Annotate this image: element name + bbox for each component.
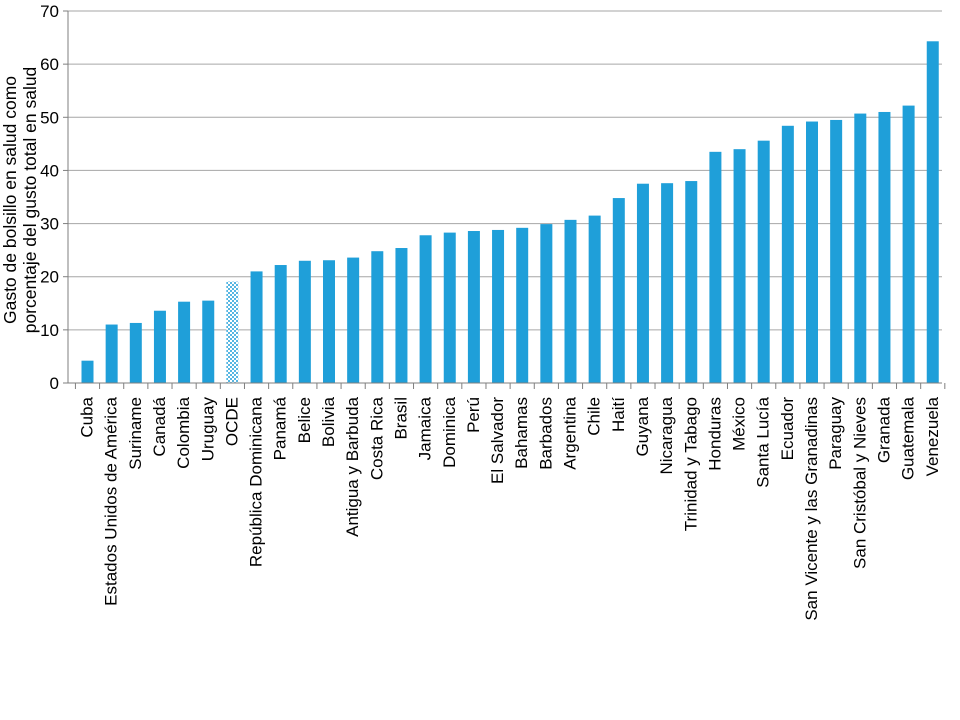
bar-santa-luc-a: [757, 140, 770, 383]
bar-barbados: [540, 224, 553, 383]
bar-venezuela: [926, 41, 939, 383]
x-tick-label: Santa Lucía: [754, 396, 773, 487]
y-tick-label: 0: [50, 374, 59, 393]
x-tick-label: Nicaragua: [657, 396, 676, 474]
x-tick-label: Estados Unidos de América: [102, 396, 121, 605]
x-tick-label: Paraguay: [826, 397, 845, 470]
bar-bahamas: [516, 227, 529, 383]
x-tick-label: OCDE: [222, 397, 241, 446]
bar-belice: [298, 260, 311, 383]
y-tick-labels: 0 10 20 30 40 50 60 70: [40, 2, 59, 393]
x-tick-label: Bolivia: [319, 396, 338, 447]
x-tick-label: Argentina: [561, 396, 580, 469]
x-tick-label: Brasil: [391, 397, 410, 440]
bar-brasil: [395, 248, 408, 383]
x-tick-label: San Cristóbal y Nieves: [850, 397, 869, 569]
bar-paraguay: [830, 119, 843, 383]
y-tick-label: 40: [40, 161, 59, 180]
x-tick-label: Uruguay: [198, 397, 217, 462]
bar-san-crist-bal-y-nieves: [854, 113, 867, 384]
bar-trinidad-y-tabago: [685, 181, 698, 383]
bar-antigua-y-barbuda: [347, 257, 360, 383]
bar-rep-blica-dominicana: [250, 271, 263, 383]
y-tick-label: 20: [40, 268, 59, 287]
bar-m-xico: [733, 149, 746, 383]
bar-colombia: [178, 301, 191, 383]
y-axis-title-line: porcentaje del gusto total en salud: [20, 67, 40, 334]
bar-suriname: [129, 322, 142, 383]
bar-argentina: [564, 219, 577, 383]
bar-canad-: [153, 310, 166, 383]
y-tick-label: 50: [40, 108, 59, 127]
bar-estados-unidos-de-am-rica: [105, 324, 118, 383]
bar-honduras: [709, 151, 722, 383]
bar-nicaragua: [661, 183, 674, 383]
bar-san-vicente-y-las-granadinas: [806, 121, 818, 383]
y-axis-title: Gasto de bolsillo en salud como porcentaj…: [0, 67, 40, 334]
bar-uruguay: [202, 300, 215, 383]
x-tick-label: Ecuador: [778, 397, 797, 461]
x-tick-label: Antigua y Barbuda: [343, 396, 362, 536]
bar-cuba: [81, 360, 94, 383]
y-tick-label: 60: [40, 55, 59, 74]
x-tick-label: Perú: [464, 397, 483, 433]
bar-costa-rica: [371, 251, 384, 383]
bar-per-: [467, 231, 480, 383]
bar-bolivia: [323, 260, 335, 383]
bar-panam-: [274, 265, 287, 383]
x-tick-label: Barbados: [536, 397, 555, 470]
x-tick-label: Trinidad y Tabago: [681, 397, 700, 531]
x-tick-label: Chile: [585, 397, 604, 436]
x-tick-label: Guyana: [633, 396, 652, 456]
x-tick-label: Costa Rica: [367, 396, 386, 480]
bar-ocde: [226, 281, 239, 383]
y-tick-label: 10: [40, 321, 59, 340]
bar-guatemala: [902, 105, 915, 383]
bar-dominica: [443, 232, 456, 383]
x-tick-label: Jamaica: [416, 396, 435, 460]
bar-ecuador: [781, 125, 794, 383]
x-tick-label: Granada: [874, 396, 893, 463]
x-tick-label: Canadá: [150, 396, 169, 456]
x-tick-label: Honduras: [705, 397, 724, 471]
gridlines: [68, 10, 942, 331]
bar-hait-: [612, 198, 625, 383]
x-tick-label: México: [730, 397, 749, 451]
x-tick-label: Colombia: [174, 396, 193, 468]
axes: [63, 10, 946, 389]
x-tick-label: Haití: [609, 397, 628, 432]
bars: [81, 41, 939, 384]
bar-chile: [588, 215, 601, 383]
x-tick-label: Suriname: [126, 397, 145, 470]
x-tick-label: Venezuela: [923, 396, 942, 476]
bar-granada: [878, 111, 891, 383]
x-tick-label: El Salvador: [488, 397, 507, 484]
x-tick-label: Cuba: [78, 396, 97, 437]
x-tick-label: Guatemala: [899, 396, 918, 480]
x-tick-label: República Dominicana: [247, 396, 266, 567]
y-tick-label: 30: [40, 215, 59, 234]
x-tick-label: Panamá: [271, 396, 290, 460]
x-tick-label: Bahamas: [512, 397, 531, 469]
bar-jamaica: [419, 235, 432, 383]
y-tick-label: 70: [40, 2, 59, 21]
bar-guyana: [636, 183, 649, 383]
bar-el-salvador: [492, 229, 505, 383]
x-tick-label: San Vicente y las Granadinas: [802, 397, 821, 621]
x-tick-label: Dominica: [440, 396, 459, 467]
y-axis-title-line: Gasto de bolsillo en salud como: [0, 76, 20, 324]
x-tick-label: Belice: [295, 397, 314, 443]
x-category-labels: Cuba Estados Unidos de América Suriname Can…: [78, 396, 942, 620]
